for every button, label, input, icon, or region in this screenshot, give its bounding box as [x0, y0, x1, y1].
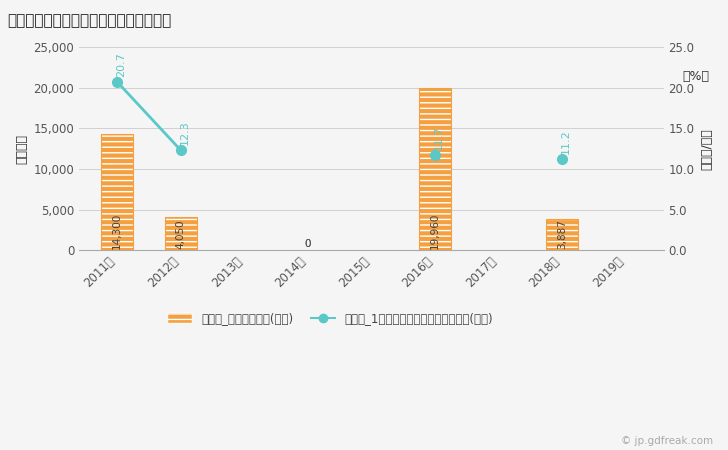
Bar [546, 219, 578, 250]
Y-axis label: ［万円］: ［万円］ [15, 134, 28, 164]
Text: 14,300: 14,300 [112, 212, 122, 249]
Text: 3,887: 3,887 [557, 219, 567, 249]
Bar [419, 88, 451, 250]
Text: © jp.gdfreak.com: © jp.gdfreak.com [621, 436, 713, 446]
Text: 11.7: 11.7 [434, 126, 443, 150]
Text: 19,960: 19,960 [430, 212, 440, 249]
Text: 0: 0 [304, 239, 311, 249]
Bar [165, 217, 197, 250]
Bar [101, 134, 133, 250]
Legend: 非木造_工事費予定額(左軸), 非木造_1平米当たり平均工事費予定額(右軸): 非木造_工事費予定額(左軸), 非木造_1平米当たり平均工事費予定額(右軸) [164, 307, 497, 330]
Y-axis label: ［万円/㎡］: ［万円/㎡］ [700, 128, 713, 170]
Text: 12.3: 12.3 [180, 121, 189, 145]
Text: 20.7: 20.7 [116, 52, 126, 77]
Text: 4,050: 4,050 [175, 219, 186, 249]
Text: 0: 0 [304, 239, 311, 249]
Bar [546, 219, 578, 250]
Text: 11.2: 11.2 [561, 130, 571, 154]
Bar [419, 88, 451, 250]
Bar [101, 134, 133, 250]
Text: 非木造建築物の工事費予定額合計の推移: 非木造建築物の工事費予定額合計の推移 [7, 14, 172, 28]
Bar [165, 217, 197, 250]
Text: ［%］: ［%］ [683, 70, 710, 83]
